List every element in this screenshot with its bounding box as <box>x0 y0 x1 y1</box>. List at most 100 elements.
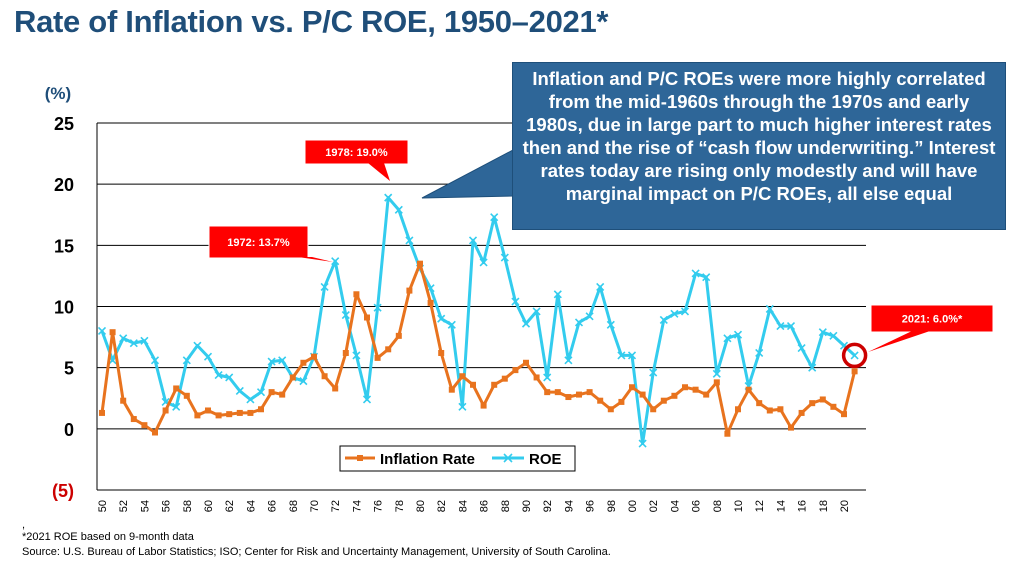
roe-point <box>511 297 520 306</box>
roe-marker-stroke <box>500 253 509 262</box>
roe-line <box>100 196 856 445</box>
x-tick-label: 78 <box>394 500 406 512</box>
roe-point <box>214 370 223 380</box>
roe-marker-stroke <box>140 336 149 345</box>
x-tick-label: 98 <box>606 500 618 512</box>
roe-point <box>182 356 191 365</box>
inflation-point <box>565 394 572 401</box>
roe-marker-stroke <box>606 320 615 329</box>
y-tick-label: 5 <box>64 359 74 379</box>
roe-point <box>331 257 340 266</box>
roe-marker-stroke <box>468 236 478 245</box>
roe-point <box>691 269 700 278</box>
annotation-1978-pointer <box>368 163 390 181</box>
roe-point <box>786 322 796 331</box>
inflation-point <box>745 386 752 393</box>
roe-marker-stroke <box>458 402 467 411</box>
roe-point <box>521 319 531 328</box>
roe-marker-stroke <box>331 257 340 266</box>
highlight-circle-2021 <box>841 342 868 369</box>
inflation-point <box>777 406 784 413</box>
roe-point <box>500 253 509 262</box>
roe-point <box>394 205 403 214</box>
x-tick-label: 64 <box>245 500 257 512</box>
roe-point <box>829 331 838 340</box>
roe-point <box>373 303 382 312</box>
roe-point <box>543 373 552 382</box>
x-tick-label: 14 <box>775 500 787 512</box>
roe-marker-stroke <box>755 348 764 358</box>
roe-marker-stroke <box>97 326 107 336</box>
roe-marker-stroke <box>797 344 806 353</box>
x-tick-label: 20 <box>839 500 851 512</box>
x-tick-label: 62 <box>224 500 236 512</box>
roe-marker-stroke <box>596 282 605 291</box>
annotation-2021-text: 2021: 6.0%* <box>902 314 963 326</box>
y-tick-label: (5) <box>52 481 74 501</box>
roe-point <box>712 369 721 378</box>
x-tick-label: 04 <box>669 500 681 512</box>
inflation-point <box>544 389 551 396</box>
y-tick-label: 25 <box>54 114 74 134</box>
roe-marker-stroke <box>246 395 255 404</box>
x-tick-label: 00 <box>627 500 639 512</box>
inflation-point <box>258 406 264 413</box>
roe-marker-stroke <box>680 307 690 316</box>
x-tick-label: 96 <box>585 500 597 512</box>
roe-marker-stroke <box>394 205 403 214</box>
inflation-point <box>130 416 137 423</box>
inflation-point <box>279 391 286 398</box>
x-tick-label: 02 <box>648 500 660 512</box>
roe-point <box>733 330 743 339</box>
x-tick-label: 56 <box>161 500 173 512</box>
roe-marker-stroke <box>712 369 721 378</box>
inflation-point <box>268 389 275 396</box>
roe-marker-stroke <box>172 402 181 411</box>
inflation-point <box>607 406 614 413</box>
x-tick-label: 60 <box>203 500 215 512</box>
roe-marker-stroke <box>341 310 350 320</box>
inflation-point <box>703 391 710 398</box>
roe-point <box>723 334 732 343</box>
inflation-point <box>173 385 180 392</box>
y-tick-label: 0 <box>64 420 74 440</box>
inflation-point <box>385 346 392 353</box>
roe-marker-stroke <box>839 341 849 350</box>
inflation-point <box>120 397 127 404</box>
inflation-point <box>533 374 540 381</box>
x-tick-label: 84 <box>457 500 469 512</box>
x-tick-label: 58 <box>182 500 194 512</box>
roe-point <box>670 309 679 318</box>
inflation-point <box>756 400 763 407</box>
x-tick-label: 18 <box>818 500 830 512</box>
roe-point <box>246 395 255 404</box>
inflation-point <box>374 354 381 361</box>
inflation-point <box>692 386 699 393</box>
roe-marker-stroke <box>299 377 308 386</box>
inflation-point <box>183 392 190 399</box>
roe-marker-stroke <box>818 328 827 337</box>
roe-point <box>702 273 711 282</box>
inflation-point <box>618 398 625 405</box>
roe-point <box>447 320 456 329</box>
x-tick-label: 66 <box>267 500 279 512</box>
roe-point <box>235 386 244 395</box>
roe-marker-stroke <box>574 318 584 327</box>
x-tick-label: 90 <box>521 500 533 512</box>
inflation-point <box>152 429 158 436</box>
roe-point <box>119 334 128 343</box>
roe-marker-stroke <box>532 307 541 316</box>
annotation-1972-box <box>208 225 309 259</box>
inflation-point <box>427 299 434 306</box>
roe-marker-stroke <box>490 213 499 222</box>
legend-inflation-marker <box>357 455 363 461</box>
roe-marker-stroke <box>384 193 393 202</box>
roe-point <box>384 193 393 202</box>
x-tick-label: 70 <box>309 500 321 512</box>
legend-box <box>339 445 576 472</box>
inflation-point <box>851 368 858 375</box>
x-tick-label: 12 <box>754 500 766 512</box>
roe-point <box>203 352 213 361</box>
roe-point <box>225 373 234 382</box>
